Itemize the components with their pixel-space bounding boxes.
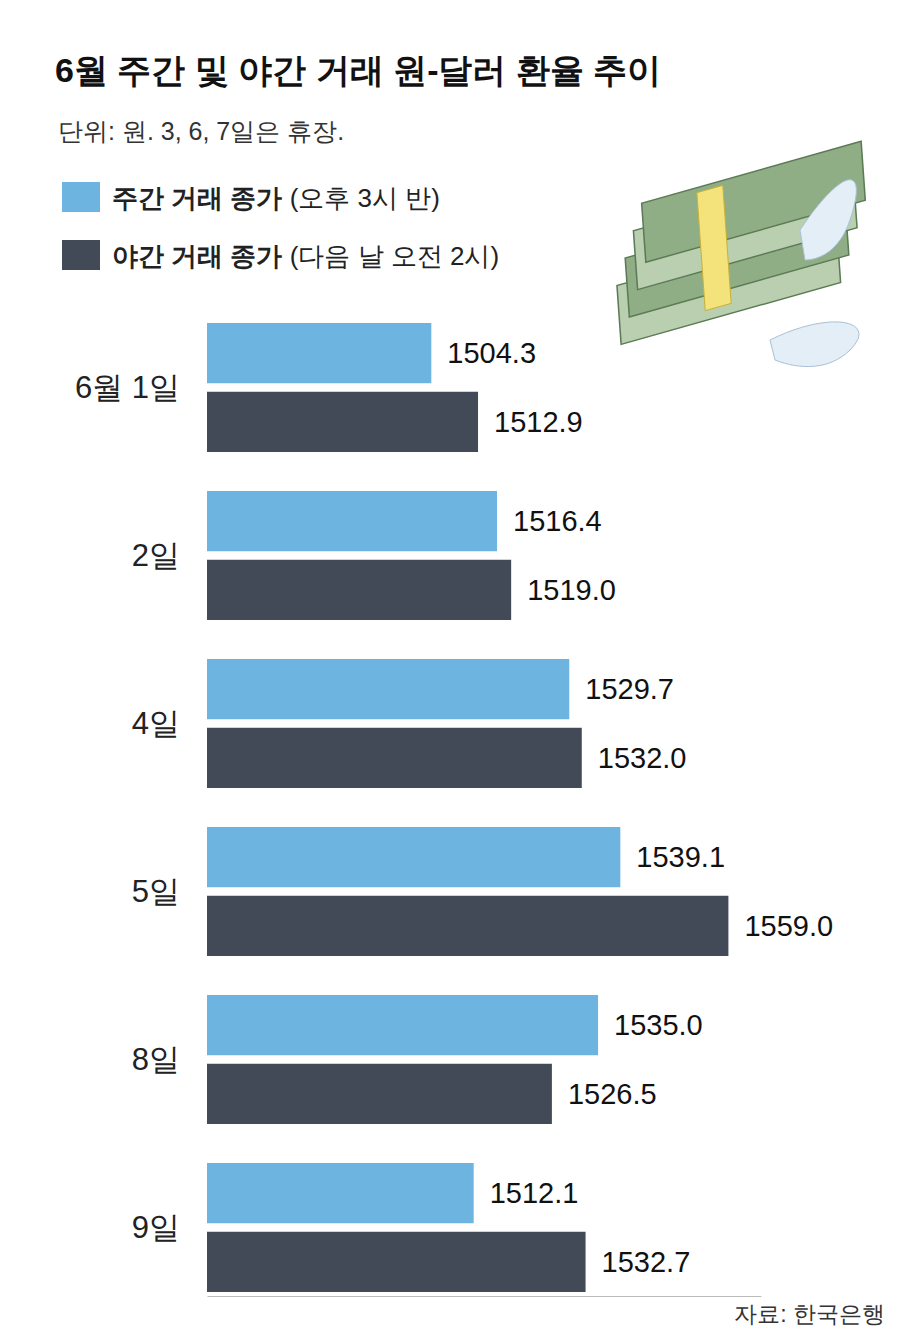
data-label: 1532.7 (602, 1246, 691, 1278)
money-wing (800, 180, 856, 260)
legend-swatch (62, 182, 100, 212)
legend: 주간 거래 종가 (오후 3시 반) 야간 거래 종가 (다음 날 오전 2시) (62, 182, 499, 271)
data-labels: 1504.3 1516.4 1529.7 1539.1 1535.0 1512.1 1512… (447, 337, 833, 1278)
bar (207, 1064, 552, 1124)
category-labels: 6월 1일 2일 4일 5일 8일 9일 (75, 370, 180, 1245)
category-label: 4일 (132, 706, 180, 741)
data-label: 1539.1 (636, 841, 725, 873)
bar (207, 728, 582, 788)
category-label: 6월 1일 (75, 370, 180, 405)
chart: 6월 주간 및 야간 거래 원-달러 환율 추이단위: 원. 3, 6, 7일은… (0, 0, 908, 1338)
category-label: 2일 (132, 538, 180, 573)
source: 자료: 한국은행 (734, 1301, 885, 1327)
bar (207, 560, 511, 620)
money-band (697, 185, 731, 310)
legend-swatch (62, 240, 100, 270)
title: 6월 주간 및 야간 거래 원-달러 환율 추이 (55, 51, 661, 89)
money-wing (770, 322, 859, 367)
money-note (642, 141, 866, 262)
bar (207, 995, 598, 1055)
data-label: 1512.9 (494, 406, 583, 438)
data-label: 1519.0 (527, 574, 616, 606)
axis-line (208, 1296, 762, 1297)
category-label: 8일 (132, 1042, 180, 1077)
legend-label: 주간 거래 종가 (오후 3시 반) (112, 183, 440, 213)
data-label: 1504.3 (447, 337, 536, 369)
bar (207, 1232, 586, 1292)
category-label: 5일 (132, 874, 180, 909)
bars (207, 323, 728, 1292)
bar (207, 827, 620, 887)
bar (207, 491, 497, 551)
x-axis (208, 1296, 762, 1297)
data-label: 1512.1 (490, 1177, 579, 1209)
bar (207, 896, 728, 956)
data-label: 1535.0 (614, 1009, 703, 1041)
data-label: 1526.5 (568, 1078, 657, 1110)
bar (207, 392, 478, 452)
data-label: 1532.0 (598, 742, 687, 774)
bar (207, 659, 569, 719)
category-label: 9일 (132, 1210, 180, 1245)
bar (207, 323, 431, 383)
money-illustration (617, 141, 865, 366)
data-label: 1529.7 (585, 673, 674, 705)
legend-label: 야간 거래 종가 (다음 날 오전 2시) (112, 241, 499, 271)
subtitle: 단위: 원. 3, 6, 7일은 휴장. (58, 117, 344, 145)
data-label: 1516.4 (513, 505, 602, 537)
data-label: 1559.0 (744, 910, 833, 942)
bar (207, 1163, 474, 1223)
